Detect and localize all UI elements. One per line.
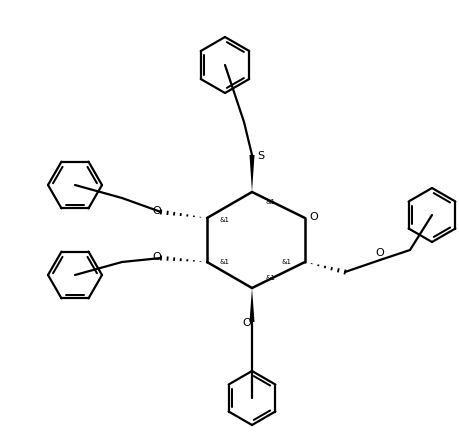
Text: &1: &1 xyxy=(265,199,275,205)
Polygon shape xyxy=(250,288,254,322)
Text: S: S xyxy=(257,151,264,161)
Text: O: O xyxy=(153,206,162,216)
Text: &1: &1 xyxy=(282,259,292,265)
Polygon shape xyxy=(250,155,254,192)
Text: O: O xyxy=(243,318,252,328)
Text: &1: &1 xyxy=(265,275,275,281)
Text: O: O xyxy=(153,252,162,262)
Text: &1: &1 xyxy=(220,259,230,265)
Text: O: O xyxy=(310,212,319,222)
Text: &1: &1 xyxy=(220,217,230,223)
Text: O: O xyxy=(375,248,384,258)
